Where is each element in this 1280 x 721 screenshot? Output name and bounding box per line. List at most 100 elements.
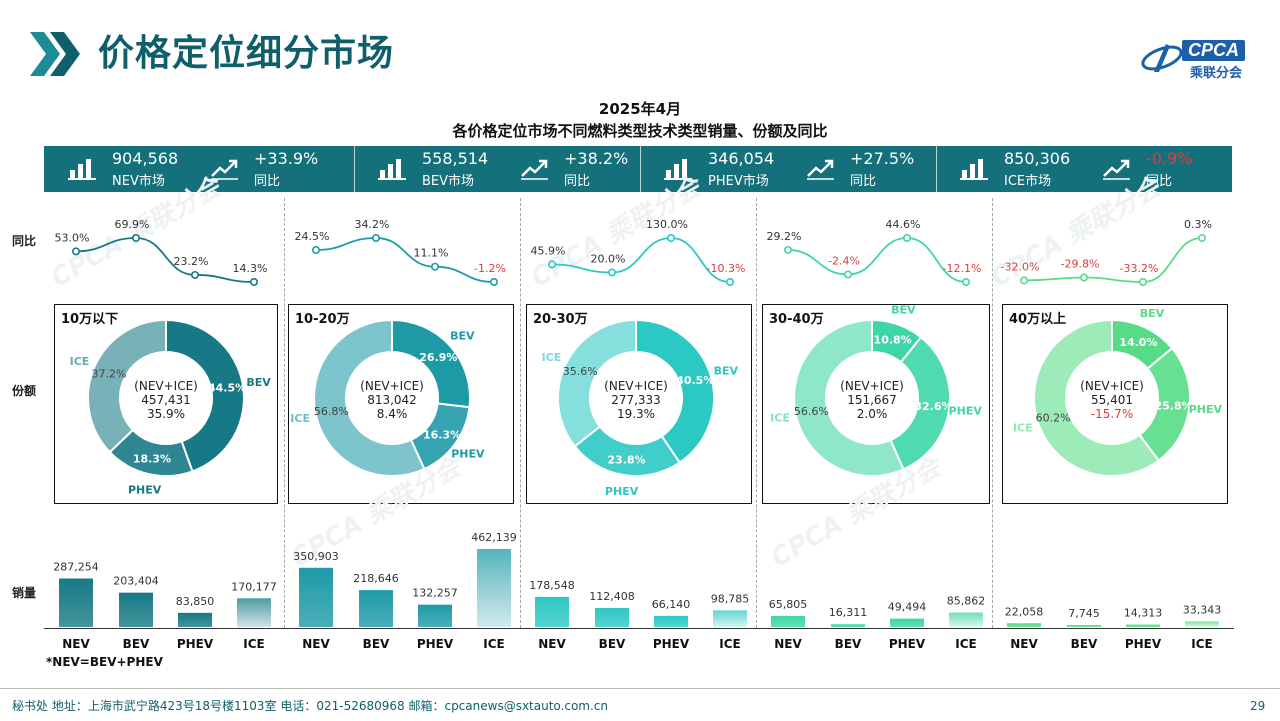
donut-category-label: BEV (714, 364, 739, 377)
kpi-value: 904,568 (112, 149, 179, 168)
donut-slice-label: 56.8% (314, 405, 349, 418)
yoy-label: 45.9% (531, 244, 566, 257)
volume-bar (654, 615, 688, 627)
volume-bar-label: 85,862 (947, 595, 986, 608)
donut-center-total: 457,431 (141, 393, 191, 407)
donut-category-label: BEV (450, 330, 475, 343)
volume-bar (771, 615, 805, 627)
donut-category-label: PHEV (128, 484, 162, 497)
cpca-logo: CPCA 乘联分会 (1138, 36, 1252, 81)
volume-bar (119, 592, 153, 627)
kpi-growth-label: 同比 (1146, 174, 1173, 189)
kpi-growth: -0.9% (1146, 149, 1193, 168)
donut-center-yoy: 2.0% (857, 407, 888, 421)
volume-bar (595, 608, 629, 627)
chart-title-date: 2025年4月 (598, 100, 682, 118)
volume-bar-label: 65,805 (769, 598, 808, 611)
donut-category-label: BEV (891, 303, 916, 316)
x-tick-label: NEV (62, 637, 90, 651)
yoy-label: 53.0% (55, 231, 90, 244)
yoy-label: 0.3% (1184, 218, 1212, 231)
donut-slice-label: 23.8% (607, 453, 645, 466)
logo-subtext: 乘联分会 (1190, 66, 1243, 81)
kpi-label: ICE市场 (1004, 174, 1052, 189)
donut-center-label: (NEV+ICE) (604, 379, 668, 393)
x-tick-label: PHEV (889, 637, 926, 651)
share-panel-title: 10-20万 (295, 312, 350, 327)
donut-category-label: PHEV (451, 447, 485, 460)
volume-bar (477, 549, 511, 627)
yoy-point (191, 270, 200, 279)
x-tick-label: ICE (719, 637, 740, 651)
yoy-point (783, 245, 792, 254)
yoy-label: 69.9% (115, 218, 150, 231)
yoy-line (315, 237, 495, 283)
volume-bar-label: 112,408 (589, 590, 635, 603)
yoy-line (551, 237, 731, 283)
trend-up-icon (1103, 159, 1130, 180)
x-tick-label: NEV (774, 637, 802, 651)
donut-slice (557, 318, 637, 448)
share-panel-title: 30-40万 (769, 312, 824, 327)
donut-slice-label: 26.9% (419, 351, 457, 364)
page-title: 价格定位细分市场 (98, 33, 395, 74)
donut-slice-label: 44.5% (208, 381, 246, 394)
volume-bar-label: 66,140 (652, 598, 691, 611)
yoy-label: -1.2% (474, 262, 506, 275)
footer-bar (0, 688, 1280, 721)
x-tick-label: ICE (483, 637, 504, 651)
volume-bar (1007, 623, 1041, 627)
donut-center-total: 813,042 (367, 393, 417, 407)
bar-chart-icon (664, 159, 692, 180)
donut-slice (889, 335, 951, 471)
donut-center-yoy: 19.3% (617, 407, 655, 421)
yoy-point (1080, 273, 1089, 282)
kpi-card: 850,306 ICE市场 -0.9% 同比 (936, 146, 1232, 192)
yoy-point (1139, 277, 1148, 286)
x-tick-label: PHEV (177, 637, 214, 651)
volume-bar-label: 83,850 (176, 595, 215, 608)
volume-bar-label: 350,903 (293, 550, 339, 563)
volume-bar (1067, 625, 1101, 627)
trend-up-icon (521, 159, 548, 180)
chevron-logo-icon (30, 32, 80, 76)
yoy-label: 29.2% (767, 230, 802, 243)
volume-bar-label: 462,139 (471, 531, 517, 544)
yoy-line (787, 237, 967, 283)
yoy-point (843, 270, 852, 279)
donut-slice-label: 16.3% (423, 429, 461, 442)
donut-category-label: PHEV (949, 404, 983, 417)
kpi-card: 346,054 PHEV市场 +27.5% 同比 (640, 146, 936, 192)
donut-center-yoy: -15.7% (1091, 407, 1133, 421)
volume-bar (299, 567, 333, 627)
volume-bar (359, 590, 393, 627)
watermark-logo: CPCA 乘联分会 (526, 170, 709, 293)
donut-slice-label: 25.8% (1154, 399, 1192, 412)
donut-slice-label: 10.8% (874, 334, 912, 347)
yoy-point (132, 234, 141, 243)
donut-category-label: PHEV (605, 485, 639, 498)
yoy-point (607, 268, 616, 277)
kpi-card: 558,514 BEV市场 +38.2% 同比 (354, 146, 640, 192)
yoy-label: 130.0% (646, 218, 688, 231)
yoy-point (961, 277, 970, 286)
column-divider (992, 198, 993, 628)
x-tick-label: ICE (955, 637, 976, 651)
donut-category-label: ICE (542, 351, 562, 364)
yoy-label: 44.6% (886, 218, 921, 231)
yoy-point (1019, 276, 1028, 285)
volume-bar (890, 618, 924, 627)
x-tick-label: ICE (1191, 637, 1212, 651)
volume-bar-label: 14,313 (1124, 607, 1163, 620)
yoy-line (1023, 237, 1203, 283)
donut-category-label: ICE (1013, 422, 1033, 435)
share-panel-title: 20-30万 (533, 312, 588, 327)
yoy-point (430, 262, 439, 271)
donut-category-label: BEV (246, 376, 271, 389)
donut-category-label: ICE (70, 355, 90, 368)
volume-bar-label: 218,646 (353, 572, 399, 585)
kpi-label: PHEV市场 (708, 174, 769, 189)
x-tick-label: PHEV (1125, 637, 1162, 651)
kpi-bar: 904,568 NEV市场 +33.9% 同比 558,514 BEV市场 +38.2% 同比… (44, 146, 1232, 192)
kpi-label: BEV市场 (422, 174, 475, 189)
